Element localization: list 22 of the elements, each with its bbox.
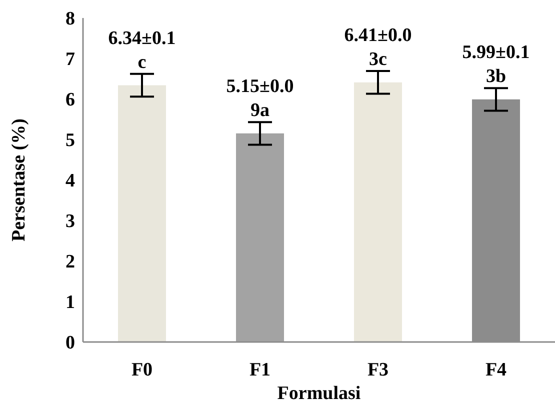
x-tick-label: F3 xyxy=(367,359,389,380)
y-tick-label: 6 xyxy=(66,90,75,111)
x-tick-label: F4 xyxy=(485,359,508,380)
data-label: 6.41±0.0 3c xyxy=(344,25,412,70)
y-tick-label: 8 xyxy=(66,8,75,30)
data-label: 6.34±0.1 c xyxy=(108,28,176,73)
y-tick-label: 2 xyxy=(66,252,75,273)
y-tick-label: 1 xyxy=(66,292,75,314)
y-tick-label: 5 xyxy=(66,130,75,152)
data-label: 5.15±0.0 9a xyxy=(226,76,294,122)
y-tick-label: 0 xyxy=(66,332,75,354)
x-tick-label: F0 xyxy=(131,359,153,380)
x-axis-title: Formulasi xyxy=(277,383,361,404)
y-axis-title: Persentase (%) xyxy=(8,118,30,242)
x-tick-label: F1 xyxy=(249,359,271,380)
bar xyxy=(118,85,166,342)
y-tick-label: 7 xyxy=(66,49,76,70)
bar xyxy=(354,82,402,342)
y-tick-label: 4 xyxy=(66,170,76,192)
bar xyxy=(236,133,284,342)
data-label: 5.99±0.1 3b xyxy=(462,42,530,88)
y-tick-label: 3 xyxy=(66,211,75,232)
